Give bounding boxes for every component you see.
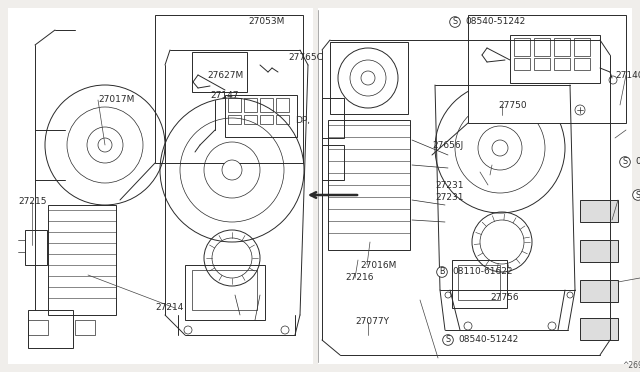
Bar — [225, 95, 297, 137]
Bar — [48, 205, 116, 315]
Bar — [468, 15, 626, 123]
Bar — [322, 98, 344, 138]
Bar — [192, 270, 257, 310]
Bar — [534, 58, 550, 70]
Text: 27656J: 27656J — [432, 141, 463, 150]
Circle shape — [98, 138, 112, 152]
Bar — [244, 98, 257, 112]
Text: 27756: 27756 — [490, 294, 518, 302]
Text: 08540-51242: 08540-51242 — [465, 17, 525, 26]
Bar — [260, 98, 273, 112]
Bar — [458, 265, 500, 300]
Bar — [580, 200, 618, 222]
Text: 27750: 27750 — [498, 100, 527, 109]
Text: 08540-51242: 08540-51242 — [458, 336, 518, 344]
Text: 27053M: 27053M — [248, 17, 284, 26]
Bar — [192, 52, 247, 92]
Bar — [244, 115, 257, 124]
Bar — [276, 98, 289, 112]
Text: B: B — [439, 267, 445, 276]
Circle shape — [361, 71, 375, 85]
Bar — [574, 58, 590, 70]
Bar — [580, 318, 618, 340]
Text: S: S — [452, 17, 458, 26]
Circle shape — [222, 160, 242, 180]
Text: 27140: 27140 — [615, 71, 640, 80]
Bar — [328, 120, 410, 250]
Bar — [330, 42, 408, 114]
Bar — [322, 145, 344, 180]
Text: 27016M: 27016M — [360, 260, 396, 269]
Bar — [452, 260, 507, 308]
Bar — [318, 8, 632, 364]
Bar — [580, 280, 618, 302]
Bar — [554, 38, 570, 56]
Bar — [28, 320, 48, 335]
Text: 08110-61622: 08110-61622 — [635, 157, 640, 167]
Bar — [580, 240, 618, 262]
Bar — [228, 115, 241, 124]
Text: 27231: 27231 — [435, 180, 463, 189]
Text: ^269*0006: ^269*0006 — [622, 360, 640, 369]
Text: S: S — [445, 336, 451, 344]
Text: 27216: 27216 — [345, 273, 374, 282]
Bar — [228, 98, 241, 112]
Text: S: S — [623, 157, 628, 167]
Bar — [8, 8, 313, 364]
Text: 27231: 27231 — [435, 193, 463, 202]
Bar — [554, 58, 570, 70]
Bar — [510, 35, 600, 83]
Text: 08110-61622: 08110-61622 — [452, 267, 513, 276]
Bar — [75, 320, 95, 335]
Circle shape — [492, 140, 508, 156]
Text: 27627M: 27627M — [207, 71, 243, 80]
Bar — [155, 15, 303, 163]
Bar — [514, 58, 530, 70]
Text: 27077Y: 27077Y — [355, 317, 389, 327]
Bar — [260, 115, 273, 124]
Bar — [574, 38, 590, 56]
Text: 27765C: 27765C — [288, 54, 323, 62]
Bar — [185, 265, 265, 320]
Bar — [276, 115, 289, 124]
Text: 27215: 27215 — [18, 198, 47, 206]
Text: 27017M: 27017M — [98, 96, 134, 105]
Bar — [28, 310, 73, 348]
Text: 27147: 27147 — [210, 90, 239, 99]
Bar — [25, 230, 47, 265]
Text: 27214: 27214 — [155, 304, 184, 312]
Bar — [534, 38, 550, 56]
Text: DP,: DP, — [295, 115, 310, 125]
Text: S: S — [636, 190, 640, 199]
Bar — [514, 38, 530, 56]
